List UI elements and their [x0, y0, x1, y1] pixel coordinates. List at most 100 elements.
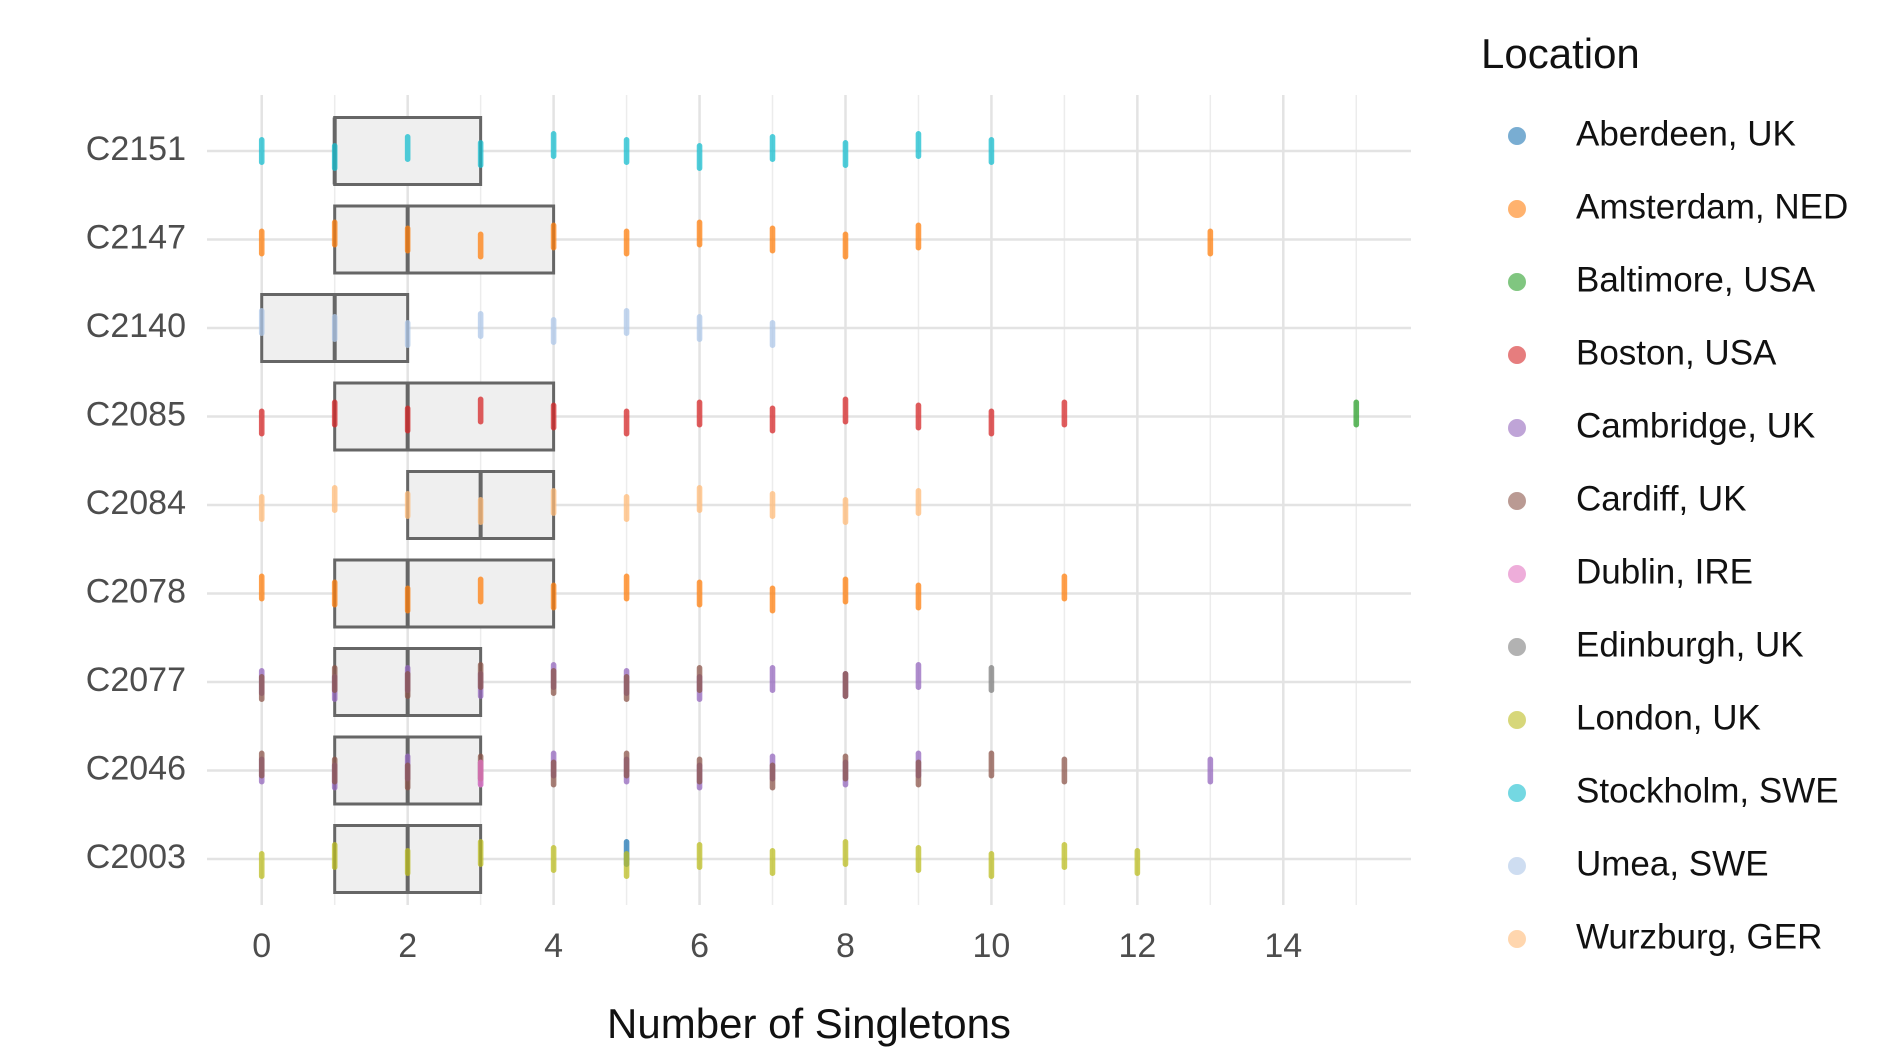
point: [696, 756, 703, 785]
point: [258, 851, 265, 879]
point: [550, 222, 557, 251]
point: [842, 839, 849, 867]
point: [915, 402, 922, 431]
point: [550, 317, 557, 345]
legend-label: London, UK: [1576, 698, 1761, 737]
point: [477, 497, 484, 525]
legend-key: [1508, 419, 1526, 437]
x-tick-label: 10: [973, 927, 1011, 965]
point: [988, 408, 995, 437]
point: [477, 839, 484, 867]
x-tick-label: 8: [836, 927, 855, 965]
point: [1207, 228, 1214, 257]
point: [696, 399, 703, 428]
point: [1061, 842, 1068, 870]
point: [258, 308, 265, 336]
point: [915, 662, 922, 690]
point: [696, 219, 703, 248]
legend-label: Umea, SWE: [1576, 844, 1769, 883]
legend-label: Boston, USA: [1576, 333, 1777, 372]
point: [477, 231, 484, 260]
y-tick-label: C2151: [86, 130, 186, 168]
point: [623, 494, 630, 522]
y-tick-label: C2084: [86, 484, 186, 522]
point: [842, 231, 849, 260]
point: [477, 311, 484, 339]
point: [623, 228, 630, 257]
point: [1207, 756, 1214, 785]
point: [1061, 573, 1068, 602]
point: [331, 399, 338, 428]
legend-label: Amsterdam, NED: [1576, 187, 1848, 226]
point: [258, 573, 265, 602]
point: [258, 137, 265, 165]
legend-label: Cambridge, UK: [1576, 406, 1815, 445]
point: [915, 759, 922, 788]
legend-label: Edinburgh, UK: [1576, 625, 1804, 664]
y-tick-label: C2140: [86, 307, 186, 345]
point: [404, 491, 411, 519]
point: [258, 674, 265, 702]
point: [842, 396, 849, 425]
point: [258, 408, 265, 437]
point: [1061, 756, 1068, 785]
point: [696, 579, 703, 608]
point: [331, 579, 338, 608]
point: [769, 665, 776, 693]
point: [623, 851, 630, 879]
legend-key: [1508, 273, 1526, 291]
point: [258, 494, 265, 522]
box: [333, 558, 556, 629]
point: [769, 585, 776, 614]
point: [623, 674, 630, 702]
x-tick-label: 12: [1118, 927, 1156, 965]
box: [333, 381, 556, 452]
point: [623, 137, 630, 165]
point: [842, 576, 849, 605]
point: [477, 576, 484, 605]
point: [331, 485, 338, 513]
y-tick-label: C2085: [86, 395, 186, 433]
point: [769, 320, 776, 348]
y-tick-label: C2077: [86, 661, 186, 699]
legend-label: Cardiff, UK: [1576, 479, 1747, 518]
point: [404, 848, 411, 876]
point: [477, 396, 484, 425]
point: [623, 308, 630, 336]
point: [550, 759, 557, 788]
box: [333, 204, 556, 275]
point: [769, 405, 776, 434]
point: [915, 582, 922, 611]
legend-key: [1508, 711, 1526, 729]
point: [769, 762, 776, 791]
legend-label: Dublin, IRE: [1576, 552, 1753, 591]
legend-key: [1508, 200, 1526, 218]
legend-key: [1508, 930, 1526, 948]
point: [988, 851, 995, 879]
point: [1134, 848, 1141, 876]
point: [550, 131, 557, 159]
point: [477, 662, 484, 690]
point: [696, 665, 703, 693]
point: [331, 314, 338, 342]
point: [404, 671, 411, 699]
point: [331, 143, 338, 171]
y-tick-label: C2147: [86, 218, 186, 256]
point: [842, 140, 849, 168]
legend-key: [1508, 857, 1526, 875]
x-tick-label: 4: [544, 927, 563, 965]
point: [1353, 399, 1360, 428]
point: [696, 314, 703, 342]
point: [696, 143, 703, 171]
point: [331, 842, 338, 870]
point: [769, 225, 776, 254]
x-axis-title: Number of Singletons: [607, 1000, 1011, 1047]
point: [404, 134, 411, 162]
legend-label: Aberdeen, UK: [1576, 114, 1796, 153]
point: [769, 134, 776, 162]
point: [258, 228, 265, 257]
y-tick-label: C2078: [86, 572, 186, 610]
legend-label: Stockholm, SWE: [1576, 771, 1839, 810]
point: [404, 225, 411, 254]
